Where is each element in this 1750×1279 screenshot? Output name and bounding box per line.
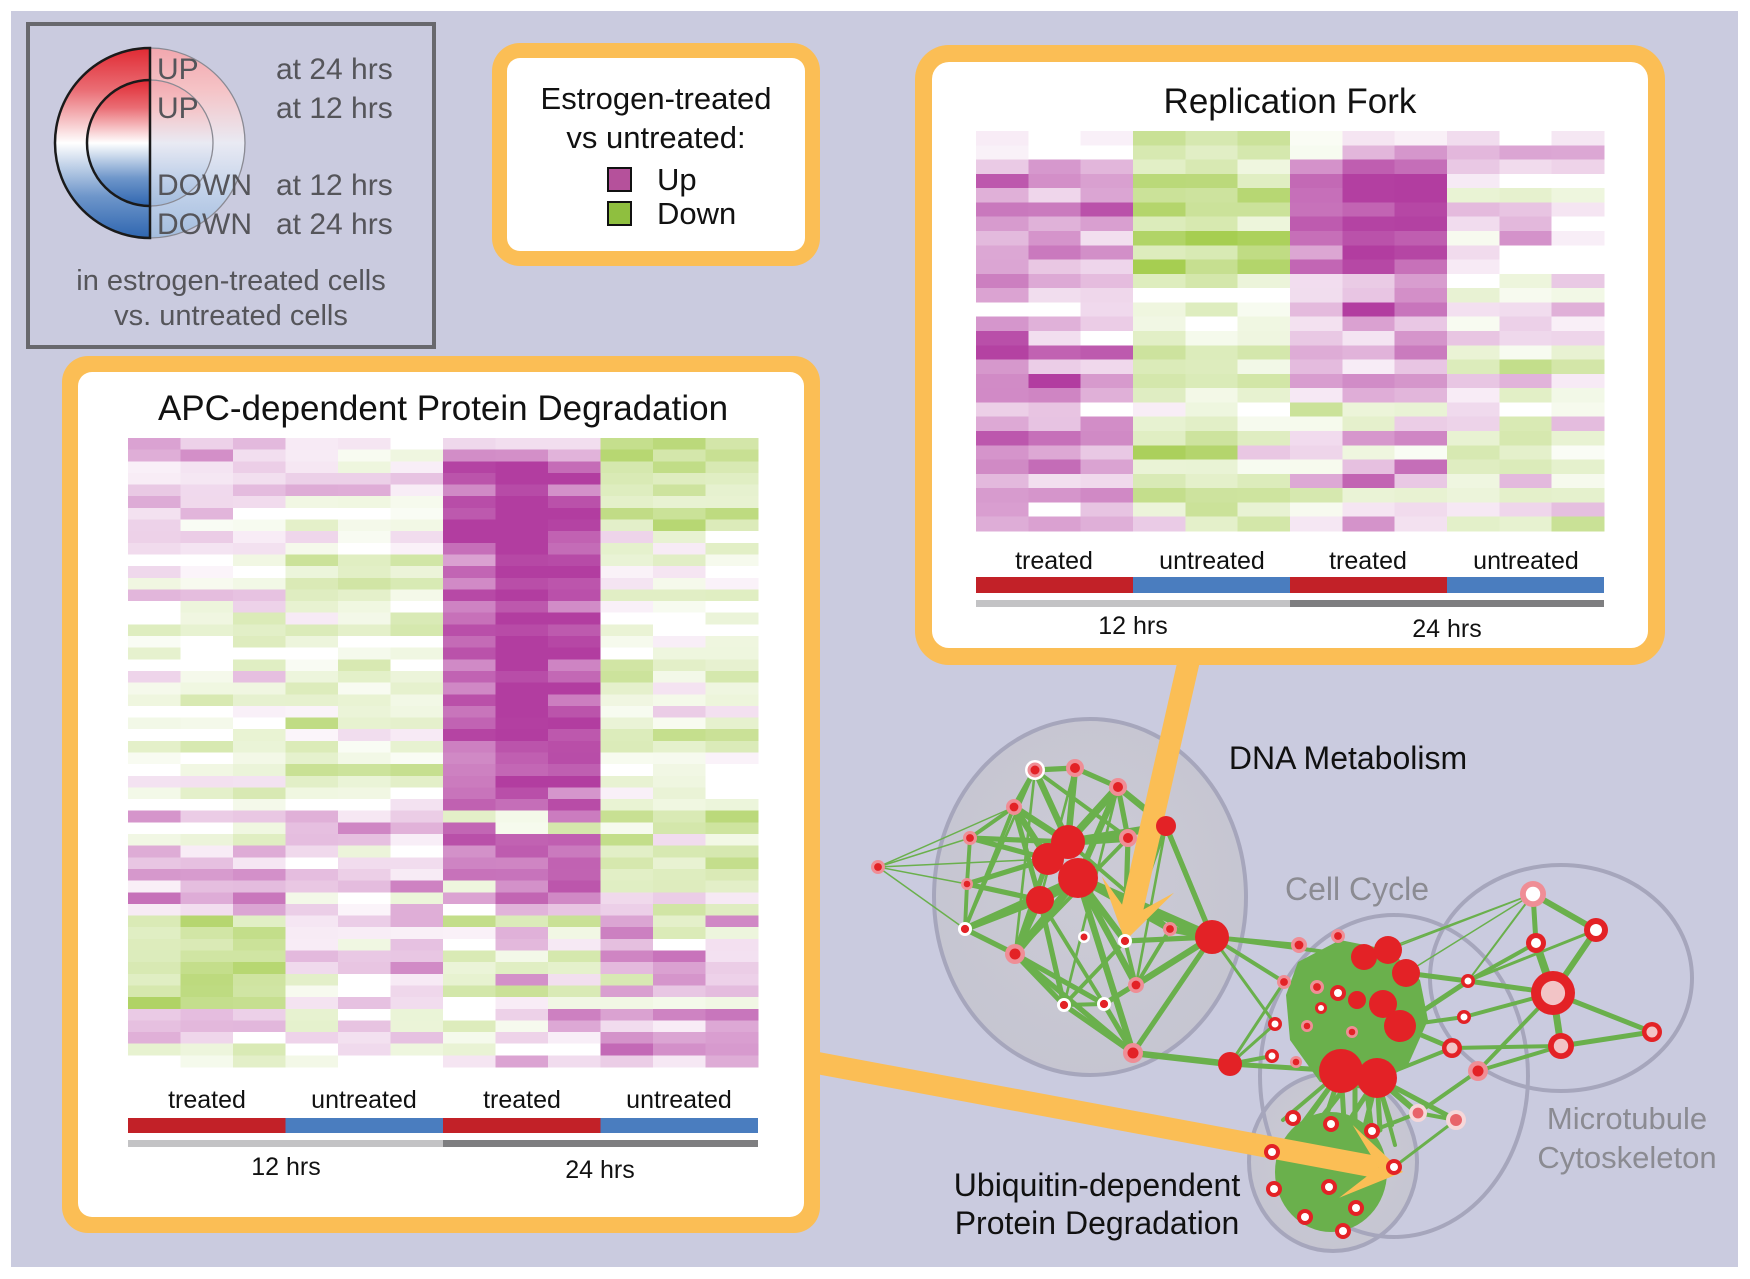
svg-text:untreated: untreated — [1159, 547, 1265, 575]
svg-text:treated: treated — [1015, 547, 1093, 575]
svg-text:24 hrs: 24 hrs — [1412, 615, 1481, 643]
svg-text:UP: UP — [157, 92, 199, 125]
svg-text:DOWN: DOWN — [157, 208, 252, 241]
svg-text:at 24 hrs: at 24 hrs — [276, 53, 393, 86]
svg-text:Cytoskeleton: Cytoskeleton — [1537, 1140, 1716, 1175]
svg-text:untreated: untreated — [626, 1086, 732, 1114]
svg-text:treated: treated — [168, 1086, 246, 1114]
svg-text:Microtubule: Microtubule — [1547, 1101, 1707, 1136]
svg-text:treated: treated — [483, 1086, 561, 1114]
svg-text:in estrogen-treated cells: in estrogen-treated cells — [76, 265, 386, 297]
svg-text:DOWN: DOWN — [157, 169, 252, 202]
svg-text:at 12 hrs: at 12 hrs — [276, 169, 393, 202]
svg-text:treated: treated — [1329, 547, 1407, 575]
svg-text:vs. untreated cells: vs. untreated cells — [114, 300, 348, 332]
svg-text:vs untreated:: vs untreated: — [566, 120, 745, 155]
svg-text:APC-dependent Protein Degradat: APC-dependent Protein Degradation — [158, 389, 728, 428]
svg-text:UP: UP — [157, 53, 199, 86]
svg-text:12 hrs: 12 hrs — [1098, 612, 1167, 640]
svg-text:untreated: untreated — [311, 1086, 417, 1114]
svg-text:Down: Down — [657, 196, 736, 231]
svg-text:Replication Fork: Replication Fork — [1164, 82, 1417, 121]
svg-text:Cell Cycle: Cell Cycle — [1285, 871, 1429, 907]
svg-text:12 hrs: 12 hrs — [251, 1153, 320, 1181]
svg-text:untreated: untreated — [1473, 547, 1579, 575]
svg-text:Up: Up — [657, 162, 697, 197]
svg-text:Estrogen-treated: Estrogen-treated — [541, 81, 772, 116]
svg-text:at 24 hrs: at 24 hrs — [276, 208, 393, 241]
svg-text:DNA Metabolism: DNA Metabolism — [1229, 740, 1467, 776]
svg-text:at 12 hrs: at 12 hrs — [276, 92, 393, 125]
svg-text:Ubiquitin-dependent: Ubiquitin-dependent — [954, 1167, 1241, 1203]
svg-text:24 hrs: 24 hrs — [565, 1156, 634, 1184]
svg-text:Protein Degradation: Protein Degradation — [955, 1205, 1240, 1241]
